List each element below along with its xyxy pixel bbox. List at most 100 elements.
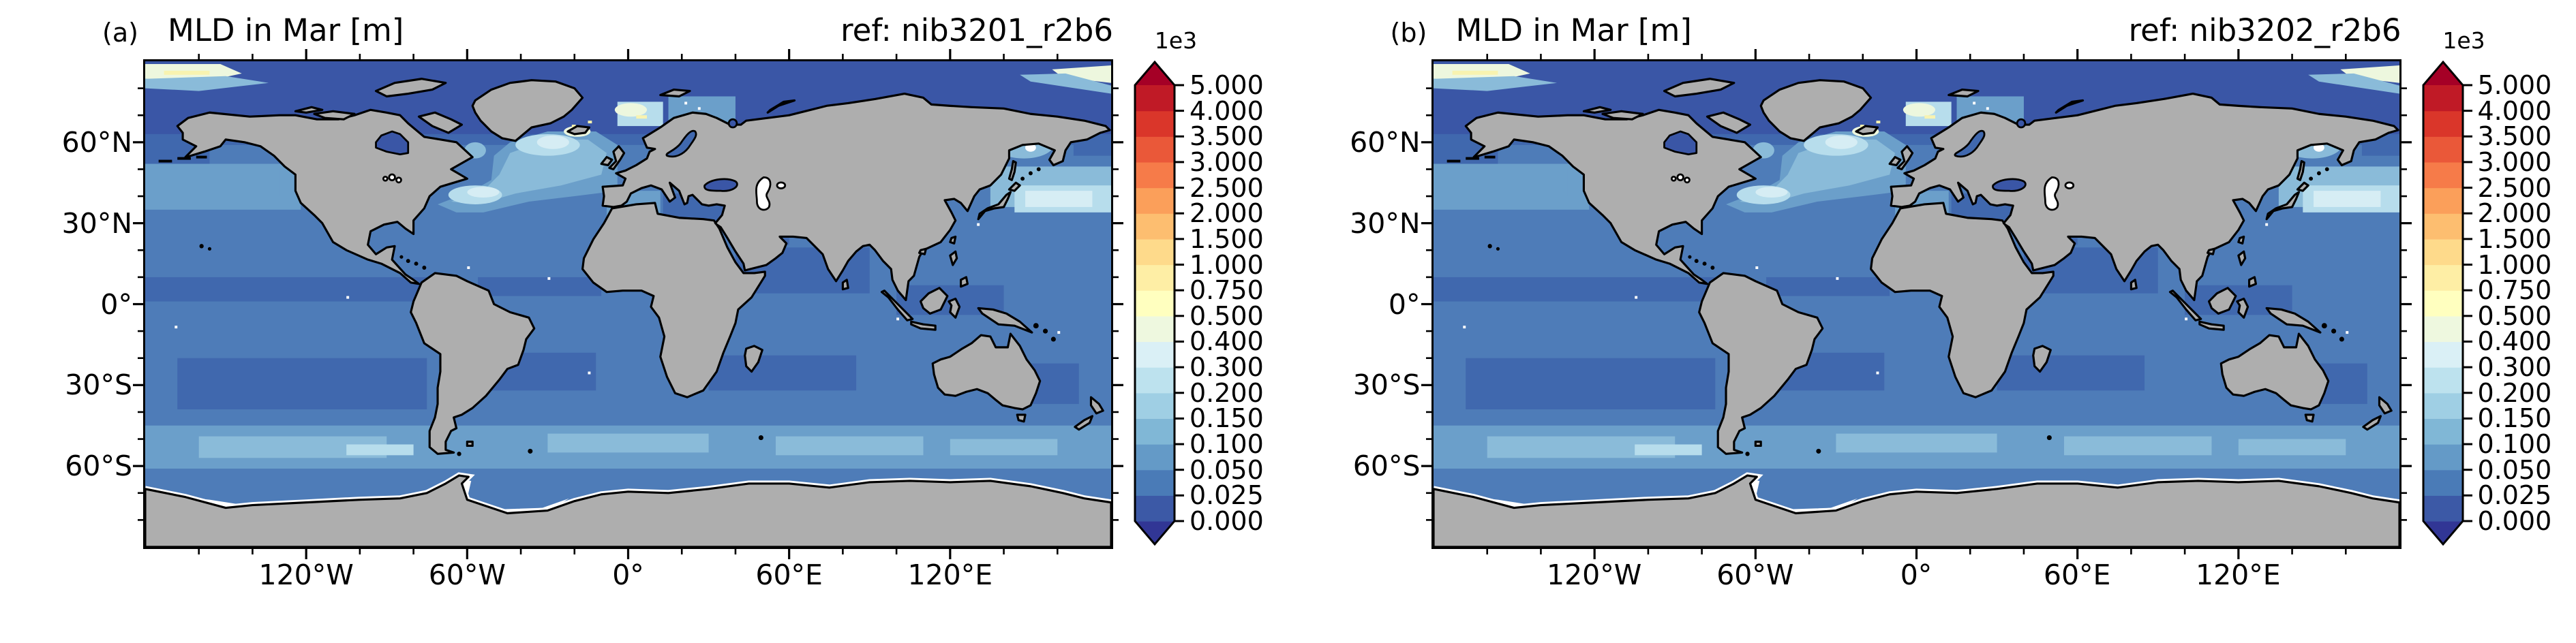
colorbar-tick-label: 0.200	[2477, 377, 2552, 408]
colorbar-tick-label: 0.500	[1189, 300, 1264, 331]
colorbar-segment	[2423, 367, 2463, 394]
colorbar-segment	[1135, 392, 1175, 420]
colorbar-segment	[2423, 341, 2463, 368]
colorbar-tick-label: 0.300	[2477, 352, 2552, 383]
colorbar-tick-label: 3.000	[1189, 146, 1264, 177]
colorbar-segment	[2423, 161, 2463, 189]
colorbar-segment	[2423, 495, 2463, 522]
colorbar-tick-label: 2.000	[2477, 198, 2552, 229]
colorbar-offset-label: 1e3	[2442, 27, 2485, 54]
colorbar-tick-label: 2.500	[2477, 172, 2552, 203]
colorbar-tick-label: 4.000	[1189, 95, 1264, 126]
y-tick-label: 60°N	[61, 125, 132, 159]
colorbar-segment	[1135, 161, 1175, 189]
colorbar-segment	[1135, 495, 1175, 522]
panel-a: (a) MLD in Mar [m] ref: nib3201_r2b6	[61, 12, 1264, 591]
colorbar-segment	[2423, 418, 2463, 445]
colorbar-tick-label: 0.050	[2477, 454, 2552, 485]
colorbar-tick-label: 1.000	[2477, 249, 2552, 280]
world-map	[1433, 61, 2399, 547]
colorbar-segment	[1135, 367, 1175, 394]
y-tick-label: 30°S	[1352, 368, 1421, 402]
colorbar-tick-label: 0.100	[1189, 429, 1264, 460]
x-tick-label: 0°	[612, 559, 644, 591]
colorbar-segment	[1135, 136, 1175, 163]
colorbar-tick-label: 0.000	[2477, 506, 2552, 536]
colorbar-segment	[2423, 136, 2463, 163]
colorbar-tick-label: 2.500	[1189, 172, 1264, 203]
colorbar-segment	[2423, 213, 2463, 240]
colorbar-tick-label: 0.100	[2477, 429, 2552, 460]
colorbar	[1134, 61, 1184, 546]
y-tick-label: 60°N	[1350, 125, 1421, 159]
x-tick-label: 60°W	[1716, 559, 1794, 591]
x-tick-label: 120°W	[1547, 559, 1642, 591]
colorbar-tick-label: 3.500	[1189, 121, 1264, 152]
colorbar-segment	[1135, 469, 1175, 496]
colorbar-tick-label: 0.200	[1189, 377, 1264, 408]
colorbar-segment	[1135, 85, 1175, 112]
colorbar-tick-label: 0.050	[1189, 454, 1264, 485]
colorbar-tick-label: 0.750	[1189, 275, 1264, 306]
colorbar-tick-label: 4.000	[2477, 95, 2552, 126]
x-tick-label: 60°W	[428, 559, 506, 591]
colorbar-segment	[2423, 85, 2463, 112]
map-plot	[143, 59, 1113, 549]
colorbar-segment	[1135, 418, 1175, 445]
x-tick-label: 120°W	[258, 559, 354, 591]
panel-title: MLD in Mar [m]	[1455, 12, 1692, 48]
colorbar-tick-label: 1.000	[1189, 249, 1264, 280]
colorbar-tick-label: 0.400	[2477, 326, 2552, 357]
x-tick-label: 120°E	[907, 559, 993, 591]
colorbar-tick-label: 0.025	[2477, 480, 2552, 511]
colorbar-tick-label: 2.000	[1189, 198, 1264, 229]
y-tick-label: 30°S	[65, 368, 132, 402]
inland-seas-layer	[1663, 118, 2074, 211]
colorbar-segment	[1135, 315, 1175, 343]
colorbar-segment	[1135, 290, 1175, 317]
colorbar-segment	[1135, 110, 1175, 137]
colorbar-segment	[2423, 392, 2463, 420]
colorbar-segment	[2423, 264, 2463, 291]
colorbar-segment	[2423, 290, 2463, 317]
colorbar-segment	[2423, 187, 2463, 214]
x-tick-label: 60°E	[755, 559, 823, 591]
colorbar-tick-label: 0.300	[1189, 352, 1264, 383]
colorbar-tick-label: 0.400	[1189, 326, 1264, 357]
colorbar-segment	[1135, 187, 1175, 214]
colorbar-segment	[1135, 213, 1175, 240]
inland-seas-layer	[375, 118, 787, 211]
colorbar-tick-label: 3.500	[2477, 121, 2552, 152]
island-specks	[158, 155, 1056, 456]
colorbar-tick-label: 0.150	[2477, 403, 2552, 434]
colorbar-tick-label: 5.000	[2477, 70, 2552, 100]
panel-index-label: (b)	[1390, 18, 1427, 48]
colorbar-tick-label: 0.500	[2477, 300, 2552, 331]
world-map	[145, 61, 1111, 547]
y-tick-label: 30°N	[1350, 206, 1421, 240]
x-tick-label: 60°E	[2043, 559, 2111, 591]
colorbar-tick-label: 1.500	[1189, 223, 1264, 254]
colorbar-segment	[1135, 264, 1175, 291]
colorbar-segment	[2423, 238, 2463, 266]
map-plot	[1431, 59, 2401, 549]
y-tick-label: 0°	[1388, 287, 1421, 321]
x-tick-label: 120°E	[2195, 559, 2281, 591]
colorbar-segment	[2423, 315, 2463, 343]
colorbar-tick-label: 0.025	[1189, 480, 1264, 511]
colorbar-tick-label: 0.150	[1189, 403, 1264, 434]
x-tick-label: 0°	[1900, 559, 1933, 591]
colorbar-tick-label: 3.000	[2477, 146, 2552, 177]
y-tick-label: 30°N	[61, 206, 132, 240]
y-tick-label: 60°S	[65, 450, 132, 483]
panel-ref-label: ref: nib3201_r2b6	[840, 12, 1113, 48]
colorbar-segment	[1135, 444, 1175, 471]
land-layer	[145, 78, 1111, 547]
panel-b: (b) MLD in Mar [m] ref: nib3202_r2b6	[1288, 0, 2576, 643]
colorbar-tick-label: 0.000	[1189, 506, 1264, 536]
panel-ref-label: ref: nib3202_r2b6	[2128, 12, 2401, 48]
colorbar	[2422, 61, 2472, 546]
colorbar-segment	[2423, 444, 2463, 471]
colorbar-tick-label: 5.000	[1189, 70, 1264, 100]
